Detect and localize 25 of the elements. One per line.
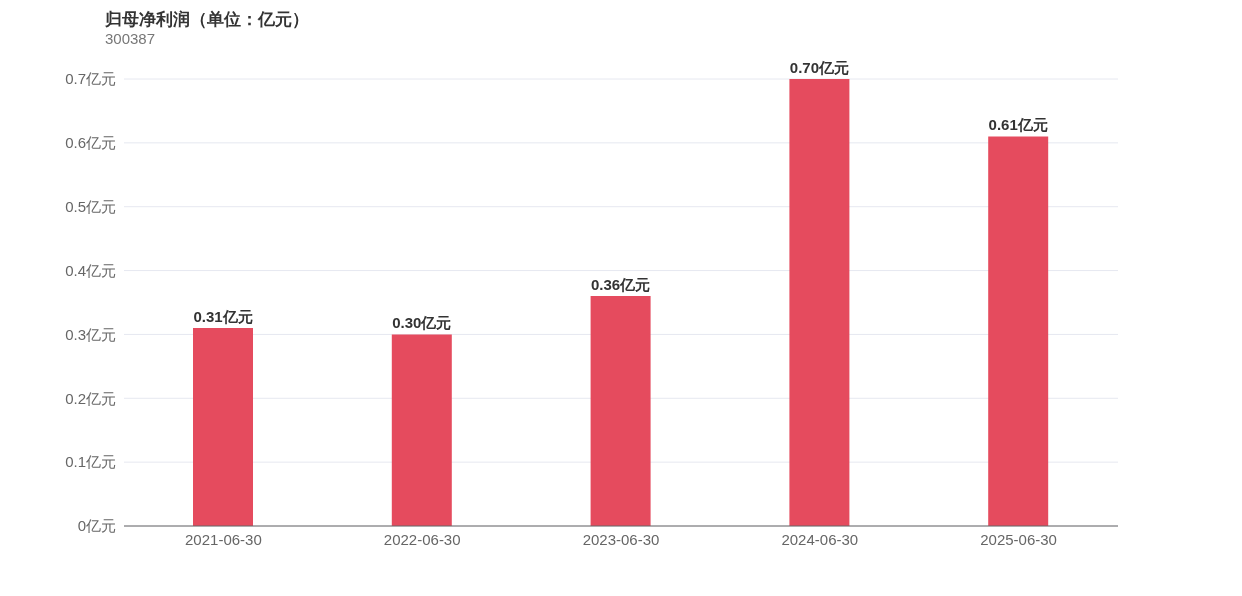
data-label: 0.61亿元 <box>988 116 1048 134</box>
bar <box>193 328 253 526</box>
y-tick-label: 0.7亿元 <box>65 70 116 88</box>
y-tick-label: 0.5亿元 <box>65 198 116 216</box>
y-tick-label: 0.2亿元 <box>65 389 116 407</box>
bar <box>590 296 651 526</box>
x-tick-label: 2025-06-30 <box>980 530 1057 548</box>
bar <box>789 79 850 526</box>
y-tick-label: 0亿元 <box>77 517 116 535</box>
bar <box>391 334 452 526</box>
data-label: 0.31亿元 <box>193 308 253 326</box>
y-tick-label: 0.4亿元 <box>65 261 116 279</box>
data-label: 0.70亿元 <box>789 59 849 76</box>
x-tick-label: 2022-06-30 <box>383 530 461 548</box>
x-tick-label: 2024-06-30 <box>781 530 859 548</box>
y-tick-label: 0.1亿元 <box>65 453 116 471</box>
chart-title: 归母净利润（单位：亿元） <box>105 9 309 31</box>
data-label: 0.30亿元 <box>392 314 452 332</box>
bar <box>988 136 1049 526</box>
chart-subtitle: 300387 <box>105 30 156 47</box>
x-tick-label: 2021-06-30 <box>185 530 262 548</box>
data-label: 0.36亿元 <box>591 276 651 294</box>
y-tick-label: 0.3亿元 <box>65 325 116 343</box>
y-tick-label: 0.6亿元 <box>65 134 116 152</box>
x-tick-label: 2023-06-30 <box>582 530 660 548</box>
